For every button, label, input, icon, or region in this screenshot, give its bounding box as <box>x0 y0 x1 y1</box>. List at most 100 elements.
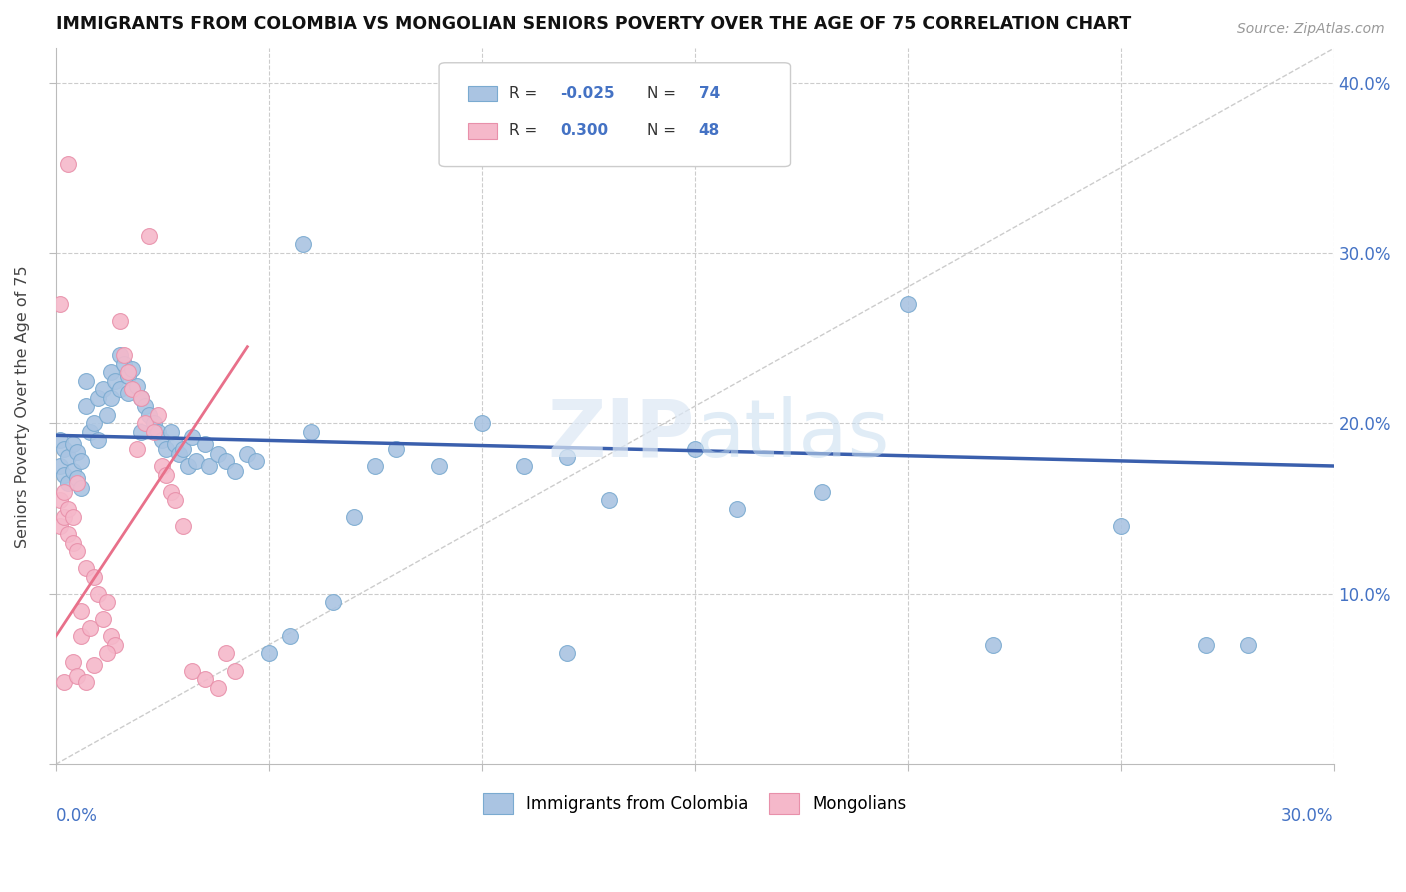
Point <box>66 476 89 491</box>
Point <box>49 297 72 311</box>
Point <box>108 314 131 328</box>
Point <box>513 458 536 473</box>
Point <box>53 467 76 482</box>
Point <box>364 458 387 473</box>
Point <box>215 454 238 468</box>
Point <box>75 675 97 690</box>
Point <box>194 672 217 686</box>
Text: 0.300: 0.300 <box>561 123 609 138</box>
Point <box>87 587 110 601</box>
Point <box>87 434 110 448</box>
Point <box>236 447 259 461</box>
Point <box>299 425 322 439</box>
FancyBboxPatch shape <box>439 62 790 167</box>
Y-axis label: Seniors Poverty Over the Age of 75: Seniors Poverty Over the Age of 75 <box>15 265 30 548</box>
Point <box>112 348 135 362</box>
Point <box>155 442 177 456</box>
Point <box>58 450 80 465</box>
Point <box>811 484 834 499</box>
Point <box>117 365 139 379</box>
Point <box>555 647 578 661</box>
Point <box>53 675 76 690</box>
Point <box>58 527 80 541</box>
Point <box>146 408 169 422</box>
Text: Source: ZipAtlas.com: Source: ZipAtlas.com <box>1237 22 1385 37</box>
Point <box>62 535 84 549</box>
Point <box>129 425 152 439</box>
Point <box>100 365 122 379</box>
Point <box>79 425 101 439</box>
Text: N =: N = <box>647 86 682 101</box>
Point <box>96 408 118 422</box>
Point <box>142 417 165 431</box>
Point <box>112 357 135 371</box>
Point <box>70 604 93 618</box>
Point <box>62 510 84 524</box>
Point <box>121 362 143 376</box>
Point <box>100 630 122 644</box>
Point <box>70 630 93 644</box>
Point <box>186 454 208 468</box>
Point <box>70 481 93 495</box>
Point <box>49 493 72 508</box>
Point <box>58 157 80 171</box>
Point <box>181 664 204 678</box>
Point <box>163 437 186 451</box>
Point <box>87 391 110 405</box>
Point <box>49 434 72 448</box>
Point <box>173 518 195 533</box>
Point <box>125 442 148 456</box>
Text: 74: 74 <box>699 86 720 101</box>
Point <box>62 655 84 669</box>
Point <box>207 681 229 695</box>
Point <box>53 510 76 524</box>
Point <box>245 454 267 468</box>
Point <box>83 658 105 673</box>
Point <box>79 621 101 635</box>
Point <box>108 348 131 362</box>
Point <box>167 447 190 461</box>
Text: IMMIGRANTS FROM COLOMBIA VS MONGOLIAN SENIORS POVERTY OVER THE AGE OF 75 CORRELA: IMMIGRANTS FROM COLOMBIA VS MONGOLIAN SE… <box>56 15 1130 33</box>
Point <box>194 437 217 451</box>
Point <box>129 391 152 405</box>
Point <box>181 430 204 444</box>
Point <box>138 228 160 243</box>
Point <box>683 442 706 456</box>
Point <box>91 382 114 396</box>
Point <box>58 476 80 491</box>
Point <box>49 458 72 473</box>
Point <box>1109 518 1132 533</box>
Text: R =: R = <box>509 86 543 101</box>
Point <box>91 612 114 626</box>
Point <box>108 382 131 396</box>
Point <box>53 484 76 499</box>
Point <box>66 445 89 459</box>
Point <box>117 368 139 383</box>
Point <box>291 237 314 252</box>
Point <box>343 510 366 524</box>
Point <box>129 391 152 405</box>
Point <box>159 484 181 499</box>
Legend: Immigrants from Colombia, Mongolians: Immigrants from Colombia, Mongolians <box>477 787 912 821</box>
Point <box>75 400 97 414</box>
Point <box>121 382 143 396</box>
Point <box>83 417 105 431</box>
Point <box>150 458 173 473</box>
Point <box>83 570 105 584</box>
Point <box>278 630 301 644</box>
Point <box>215 647 238 661</box>
Point <box>104 374 127 388</box>
Point <box>142 425 165 439</box>
Point <box>1237 638 1260 652</box>
Point <box>1195 638 1218 652</box>
Text: atlas: atlas <box>695 396 889 474</box>
Point <box>49 518 72 533</box>
Point <box>322 595 344 609</box>
Point <box>138 408 160 422</box>
Point <box>146 425 169 439</box>
Text: 30.0%: 30.0% <box>1281 807 1334 825</box>
Point <box>70 454 93 468</box>
Point <box>62 464 84 478</box>
Point <box>155 467 177 482</box>
Point <box>177 458 200 473</box>
